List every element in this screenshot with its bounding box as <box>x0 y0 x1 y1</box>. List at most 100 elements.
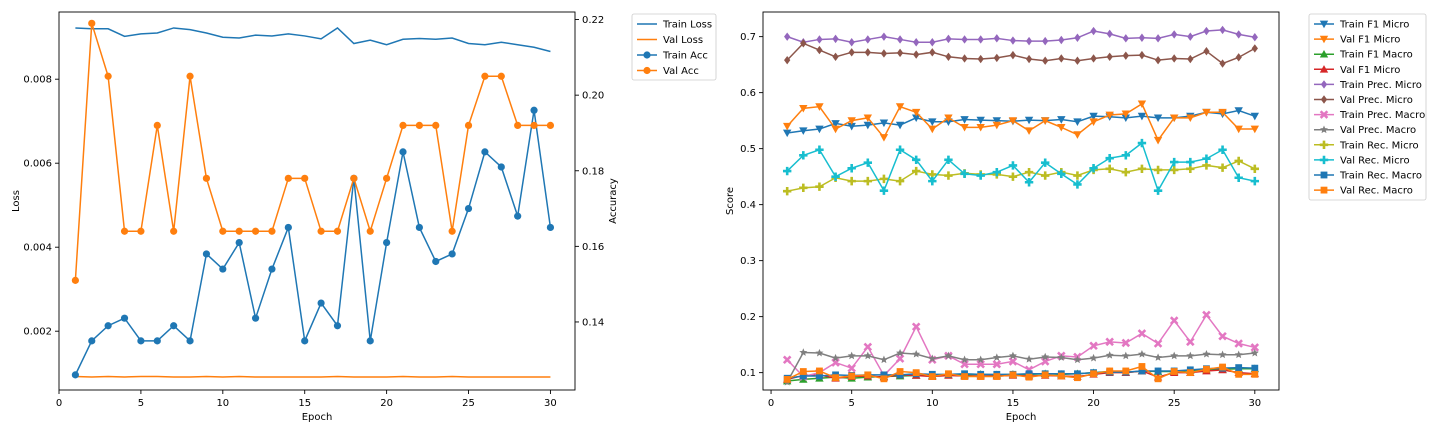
data-point <box>880 49 888 58</box>
data-point <box>170 322 178 330</box>
data-point <box>847 176 856 186</box>
data-point <box>1025 355 1034 363</box>
data-point <box>863 176 873 186</box>
data-point <box>879 119 889 128</box>
data-point <box>1234 125 1243 134</box>
data-point <box>782 166 792 176</box>
data-point <box>1154 353 1163 361</box>
series-val-acc <box>71 19 555 284</box>
legend-label: Val Rec. Micro <box>1340 155 1410 166</box>
data-point <box>1250 343 1260 352</box>
data-point <box>399 148 407 156</box>
data-point <box>1057 372 1065 380</box>
data-point <box>800 39 807 48</box>
y-right-tick-label: 0.14 <box>582 317 604 328</box>
data-point <box>945 52 952 61</box>
data-point <box>831 358 840 367</box>
data-point <box>1025 373 1033 381</box>
legend-marker <box>1319 20 1329 29</box>
legend-label: Train Loss <box>662 20 712 31</box>
data-point <box>880 32 888 41</box>
legend-marker <box>1319 35 1329 44</box>
data-point <box>1218 145 1227 154</box>
data-point <box>1235 53 1242 62</box>
data-point <box>1090 26 1097 36</box>
data-point <box>1089 341 1098 351</box>
legend-marker <box>1320 186 1328 194</box>
data-point <box>1024 127 1034 135</box>
data-point <box>960 359 969 369</box>
data-point <box>1153 186 1163 195</box>
data-point <box>848 48 855 57</box>
data-point <box>1153 114 1163 123</box>
y-tick-label: 0.6 <box>740 88 756 99</box>
data-point <box>88 19 96 27</box>
data-point <box>530 106 538 114</box>
data-point <box>929 38 936 47</box>
data-point <box>383 238 391 247</box>
data-point <box>815 348 824 357</box>
data-point <box>1025 54 1033 64</box>
data-point <box>863 158 873 167</box>
y-right-tick-label: 0.18 <box>582 166 604 177</box>
y-left-tick-label: 0.004 <box>23 243 52 254</box>
data-point <box>895 354 905 363</box>
data-point <box>863 342 873 352</box>
data-point <box>784 32 791 41</box>
series-line <box>786 351 1255 383</box>
data-point <box>1202 154 1211 163</box>
legend-marker <box>1319 65 1329 73</box>
legend-label: Val F1 Micro <box>1340 65 1400 76</box>
series-train-prec-micro <box>784 25 1258 47</box>
data-point <box>1154 375 1162 383</box>
data-point <box>782 355 792 365</box>
data-point <box>1138 33 1146 42</box>
y-axis-label: Score <box>725 187 736 215</box>
x-tick-label: 30 <box>1248 398 1261 409</box>
data-point <box>1202 349 1211 358</box>
data-point <box>911 322 921 331</box>
data-point <box>977 373 985 380</box>
data-point <box>1058 54 1065 63</box>
data-point <box>1122 367 1130 375</box>
data-point <box>202 250 211 258</box>
data-point <box>464 204 473 213</box>
data-point <box>816 372 823 380</box>
data-point <box>1089 112 1098 121</box>
data-point <box>799 348 808 356</box>
data-point <box>1073 180 1082 189</box>
data-point <box>961 373 968 380</box>
data-point <box>1153 339 1163 348</box>
data-point <box>1105 337 1114 347</box>
data-point <box>1009 371 1017 379</box>
data-point <box>831 172 840 181</box>
data-point <box>1121 151 1131 160</box>
y-tick-label: 0.4 <box>740 200 756 211</box>
y-right-tick-label: 0.16 <box>582 242 604 253</box>
data-point <box>1187 32 1194 41</box>
data-point <box>1058 35 1065 45</box>
data-point <box>1008 351 1017 360</box>
data-point <box>1040 171 1050 180</box>
plot-frame <box>58 11 576 391</box>
y-tick-label: 0.5 <box>740 144 756 155</box>
data-point <box>992 353 1001 361</box>
series-line <box>75 27 551 53</box>
y-right-tick-label: 0.22 <box>582 15 604 26</box>
data-point <box>1251 370 1259 378</box>
data-point <box>864 371 872 379</box>
data-point <box>186 72 194 80</box>
data-point <box>1186 114 1195 123</box>
data-point <box>815 145 824 154</box>
data-point <box>976 124 985 132</box>
data-point <box>1171 30 1178 39</box>
data-point <box>831 125 840 134</box>
legend-label: Train Rec. Micro <box>1339 140 1419 151</box>
legend-label: Val Loss <box>663 35 703 46</box>
data-point <box>546 223 555 232</box>
data-point <box>879 174 889 184</box>
data-point <box>1122 51 1129 60</box>
data-point <box>235 238 243 247</box>
y-left-axis-label: Loss <box>11 190 22 212</box>
x-tick-label: 25 <box>462 398 475 409</box>
